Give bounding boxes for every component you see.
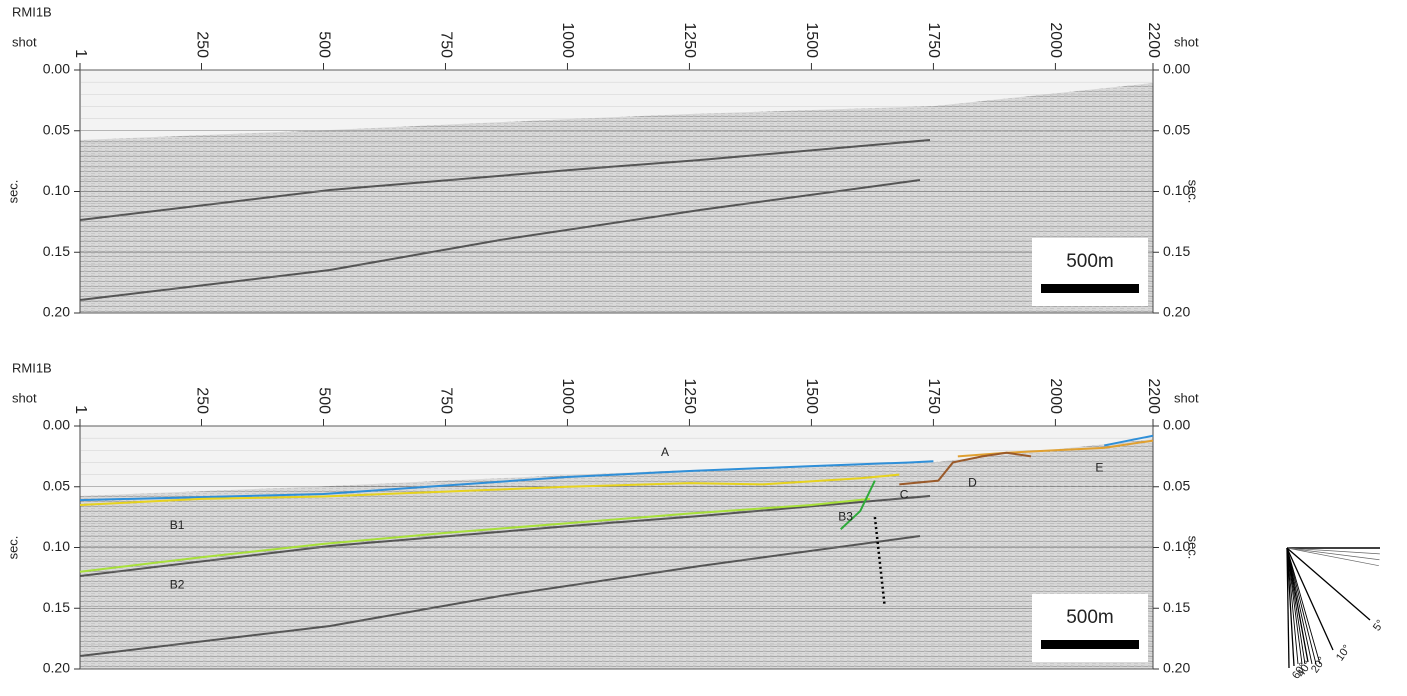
y-tick-label-right: 0.00 (1163, 417, 1190, 433)
scale-box (1032, 594, 1148, 662)
horizon-line (79, 497, 871, 573)
horizon-line (840, 480, 876, 531)
x-axis-label-right: shot (1174, 390, 1199, 405)
y-tick-label: 0.00 (43, 61, 70, 77)
y-axis-label-right: sec. (1186, 536, 1201, 560)
x-tick-label: 1250 (681, 378, 698, 414)
reflector (79, 495, 931, 577)
scale-bar-label: 500m (1066, 607, 1114, 628)
angle-line (1286, 547, 1299, 665)
x-tick-label: 1000 (559, 378, 576, 414)
horizon-line (79, 434, 1154, 502)
annotation: B2 (170, 577, 185, 591)
y-tick-label: 0.20 (43, 660, 70, 676)
y-tick-label-right: 0.05 (1163, 121, 1190, 137)
angle-line (1286, 547, 1371, 621)
x-tick-label: 2200 (1145, 22, 1162, 58)
annotation: C (900, 487, 909, 501)
y-tick-label: 0.15 (43, 243, 70, 259)
y-tick-label-right: 0.05 (1163, 477, 1190, 493)
horizon-line (79, 473, 900, 506)
x-axis-label: shot (12, 34, 37, 49)
y-tick-label: 0.20 (43, 304, 70, 320)
seismic-section (80, 439, 1153, 669)
x-tick-label: 1750 (925, 22, 942, 58)
x-tick-label: 500 (315, 387, 332, 414)
angle-line (1286, 547, 1334, 651)
panel-title: RMI1B (12, 4, 52, 19)
y-tick-label: 0.15 (43, 599, 70, 615)
horizon-line (957, 439, 1154, 458)
y-axis-label-right: sec. (1186, 180, 1201, 204)
y-tick-label-right: 0.10 (1163, 538, 1190, 554)
y-tick-label-right: 0.15 (1163, 243, 1190, 259)
y-tick-label-right: 0.20 (1163, 660, 1190, 676)
y-tick-label-right: 0.00 (1163, 61, 1190, 77)
x-tick-label: 1 (72, 49, 89, 58)
x-tick-label: 250 (193, 387, 210, 414)
x-tick-label: 750 (437, 387, 454, 414)
x-tick-label: 1250 (681, 22, 698, 58)
x-tick-label: 2000 (1047, 22, 1064, 58)
angle-label: 5° (1371, 618, 1387, 634)
y-tick-label-right: 0.10 (1163, 182, 1190, 198)
angle-line (1286, 547, 1295, 667)
angle-line (1286, 547, 1290, 669)
scale-box (1032, 238, 1148, 306)
y-tick-label-right: 0.15 (1163, 599, 1190, 615)
x-axis-label: shot (12, 390, 37, 405)
angle-line (1286, 547, 1380, 561)
y-tick-label: 0.00 (43, 417, 70, 433)
annotation: B3 (838, 509, 853, 523)
annotation: E (1095, 461, 1103, 475)
x-tick-label: 500 (315, 31, 332, 58)
y-tick-label: 0.05 (43, 477, 70, 493)
angle-line (1286, 547, 1303, 665)
x-tick-label: 1 (72, 405, 89, 414)
scale-bar (1041, 284, 1139, 293)
y-axis-label: sec. (5, 536, 20, 560)
x-tick-label: 1500 (803, 22, 820, 58)
x-tick-label: 2200 (1145, 378, 1162, 414)
y-axis-label: sec. (5, 180, 20, 204)
angle-line (1286, 547, 1317, 665)
angle-line (1286, 547, 1379, 567)
x-tick-label: 750 (437, 31, 454, 58)
x-tick-label: 1750 (925, 378, 942, 414)
x-tick-label: 1000 (559, 22, 576, 58)
angle-label: 10° (1334, 643, 1353, 664)
angle-line (1286, 547, 1313, 665)
y-tick-label: 0.05 (43, 121, 70, 137)
annotation: B1 (170, 518, 185, 532)
angle-line (1286, 547, 1309, 663)
angle-line (1286, 547, 1380, 555)
angle-line (1286, 547, 1321, 665)
scale-bar (1041, 640, 1139, 649)
seismic-section (80, 83, 1153, 313)
x-tick-label: 2000 (1047, 378, 1064, 414)
reflector (79, 139, 931, 221)
x-tick-label: 250 (193, 31, 210, 58)
annotation: D (968, 475, 977, 489)
y-tick-label-right: 0.20 (1163, 304, 1190, 320)
scale-bar-label: 500m (1066, 251, 1114, 272)
y-tick-label: 0.10 (43, 182, 70, 198)
x-axis-label-right: shot (1174, 34, 1199, 49)
angle-line (1286, 547, 1306, 665)
annotation: A (661, 445, 669, 459)
x-tick-label: 1500 (803, 378, 820, 414)
horizon-line (899, 451, 1032, 486)
y-tick-label: 0.10 (43, 538, 70, 554)
panel-title: RMI1B (12, 360, 52, 375)
